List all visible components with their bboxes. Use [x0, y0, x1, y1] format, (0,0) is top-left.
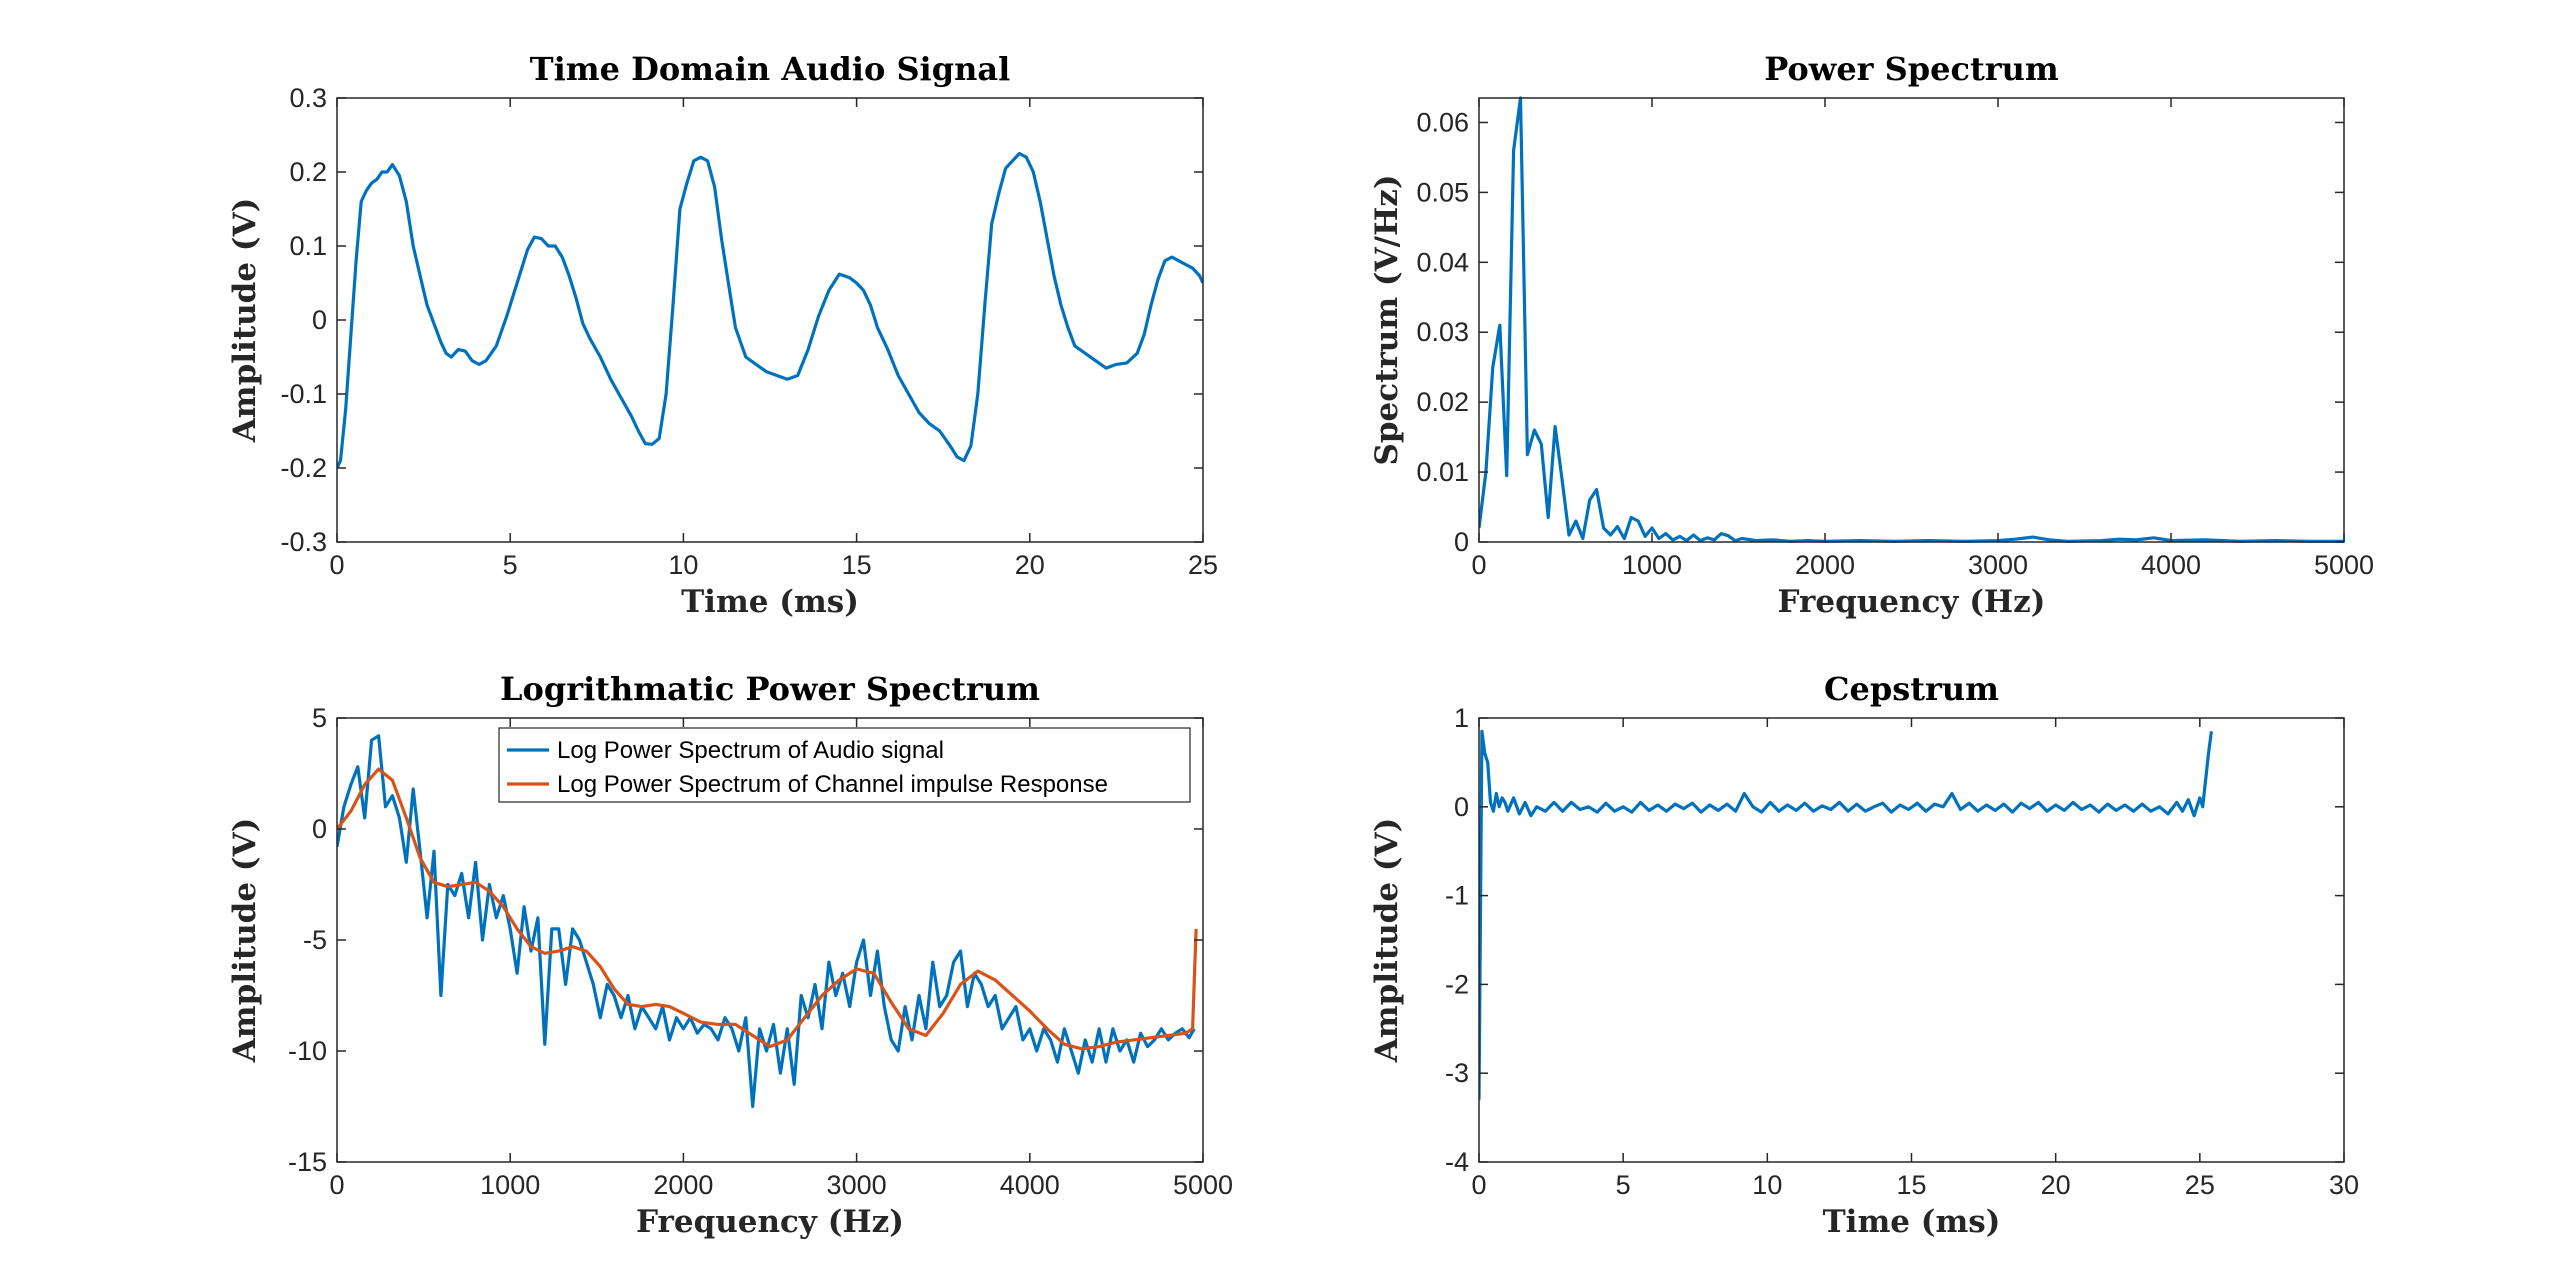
time-domain-series-1-line — [337, 151, 1203, 469]
time-domain-x-tick-label: 20 — [1015, 550, 1045, 580]
power-spectrum-y-tick-label: 0.06 — [1416, 107, 1469, 137]
log-power-spectrum-x-tick-label: 4000 — [1000, 1170, 1060, 1200]
log-power-spectrum-y-tick-label: -5 — [303, 925, 327, 955]
time-domain-title: Time Domain Audio Signal — [530, 50, 1010, 88]
time-domain-y-tick-label: -0.2 — [280, 453, 327, 483]
log-power-spectrum-y-tick-label: -15 — [288, 1147, 327, 1177]
cepstrum-x-tick-label: 0 — [1471, 1170, 1486, 1200]
cepstrum-y-tick-label: 0 — [1454, 792, 1469, 822]
legend-entry-1: Log Power Spectrum of Audio signal — [557, 737, 944, 764]
power-spectrum-y-tick-label: 0.03 — [1416, 317, 1469, 347]
log-power-spectrum-y-tick-label: 5 — [312, 703, 327, 733]
log-power-spectrum-series-2-line — [337, 767, 1198, 1051]
power-spectrum-y-tick-label: 0.04 — [1416, 247, 1469, 277]
time-domain-chart: 0 5 10 15 20 25 -0.3 -0.2 -0.1 0 0.1 0.2 0.3 Time Dom… — [227, 50, 1218, 620]
power-spectrum-y-tick-label: 0 — [1454, 527, 1469, 557]
power-spectrum-x-axis-label: Frequency (Hz) — [1778, 584, 2046, 620]
cepstrum-x-tick-label: 5 — [1616, 1170, 1631, 1200]
time-domain-x-tick-label: 10 — [668, 550, 698, 580]
cepstrum-x-tick-label: 25 — [2185, 1170, 2215, 1200]
power-spectrum-y-axis-label: Spectrum (V/Hz) — [1369, 174, 1405, 465]
power-spectrum-chart: 0 1000 2000 3000 4000 5000 0 0.01 0.02 0.03 0.04 0.… — [1369, 50, 2374, 620]
power-spectrum-axes-box — [1478, 97, 2345, 543]
time-domain-axes-box — [336, 97, 1204, 543]
legend-entry-2: Log Power Spectrum of Channel impulse Re… — [557, 771, 1108, 798]
log-power-spectrum-x-tick-label: 5000 — [1173, 1170, 1233, 1200]
cepstrum-chart: 0 5 10 15 20 25 30 -4 -3 -2 -1 0 1 Cepstrum Time (ms) A… — [1369, 670, 2359, 1240]
log-power-spectrum-x-tick-label: 2000 — [653, 1170, 713, 1200]
power-spectrum-y-tick-label: 0.01 — [1416, 457, 1469, 487]
power-spectrum-x-tick-label: 2000 — [1795, 550, 1855, 580]
cepstrum-x-tick-label: 20 — [2041, 1170, 2071, 1200]
log-power-spectrum-title: Logrithmatic Power Spectrum — [500, 670, 1040, 708]
power-spectrum-y-tick-label: 0.05 — [1416, 177, 1469, 207]
power-spectrum-x-tick-label: 3000 — [1968, 550, 2028, 580]
power-spectrum-x-tick-label: 1000 — [1622, 550, 1682, 580]
cepstrum-title: Cepstrum — [1824, 670, 1999, 708]
time-domain-y-tick-label: -0.3 — [280, 527, 327, 557]
time-domain-x-tick-label: 15 — [842, 550, 872, 580]
power-spectrum-title: Power Spectrum — [1764, 50, 2059, 88]
cepstrum-y-tick-label: -3 — [1445, 1058, 1469, 1088]
cepstrum-y-tick-label: -1 — [1445, 881, 1469, 911]
time-domain-y-tick-label: 0.1 — [289, 231, 327, 261]
time-domain-y-tick-label: -0.1 — [280, 379, 327, 409]
cepstrum-y-tick-label: 1 — [1454, 703, 1469, 733]
cepstrum-x-axis-label: Time (ms) — [1823, 1204, 2001, 1240]
log-power-spectrum-x-axis-label: Frequency (Hz) — [636, 1204, 904, 1240]
time-domain-y-tick-label: 0.3 — [289, 83, 327, 113]
log-power-spectrum-series-1-line — [337, 734, 1196, 1109]
log-power-spectrum-x-tick-label: 0 — [329, 1170, 344, 1200]
legend-box — [498, 727, 1191, 803]
time-domain-x-tick-label: 0 — [329, 550, 344, 580]
cepstrum-axes-box — [1478, 717, 2345, 1163]
power-spectrum-y-tick-label: 0.02 — [1416, 387, 1469, 417]
power-spectrum-series-1-line — [1479, 96, 2344, 543]
log-power-spectrum-chart: 0 1000 2000 3000 4000 5000 -15 -10 -5 0 5 Logrithma… — [227, 670, 1233, 1240]
power-spectrum-x-tick-label: 0 — [1471, 550, 1486, 580]
cepstrum-x-tick-label: 10 — [1752, 1170, 1782, 1200]
time-domain-y-tick-label: 0.2 — [289, 157, 327, 187]
time-domain-x-tick-label: 5 — [503, 550, 518, 580]
log-power-spectrum-x-tick-label: 1000 — [480, 1170, 540, 1200]
log-power-spectrum-x-tick-label: 3000 — [827, 1170, 887, 1200]
cepstrum-y-tick-label: -4 — [1445, 1147, 1469, 1177]
power-spectrum-x-tick-label: 4000 — [2141, 550, 2201, 580]
log-power-spectrum-legend: Log Power Spectrum of Audio signal Log Po… — [498, 727, 1191, 803]
cepstrum-x-tick-label: 15 — [1896, 1170, 1926, 1200]
cepstrum-y-tick-label: -2 — [1445, 969, 1469, 999]
time-domain-x-axis-label: Time (ms) — [681, 584, 859, 620]
cepstrum-y-axis-label: Amplitude (V) — [1369, 818, 1405, 1064]
power-spectrum-x-tick-label: 5000 — [2314, 550, 2374, 580]
cepstrum-x-tick-label: 30 — [2329, 1170, 2359, 1200]
log-power-spectrum-y-axis-label: Amplitude (V) — [227, 818, 263, 1064]
time-domain-y-axis-label: Amplitude (V) — [227, 198, 263, 444]
time-domain-y-tick-label: 0 — [312, 305, 327, 335]
cepstrum-series-1-line — [1479, 729, 2213, 1100]
log-power-spectrum-y-tick-label: 0 — [312, 814, 327, 844]
time-domain-x-tick-label: 25 — [1188, 550, 1218, 580]
log-power-spectrum-y-tick-label: -10 — [288, 1036, 327, 1066]
